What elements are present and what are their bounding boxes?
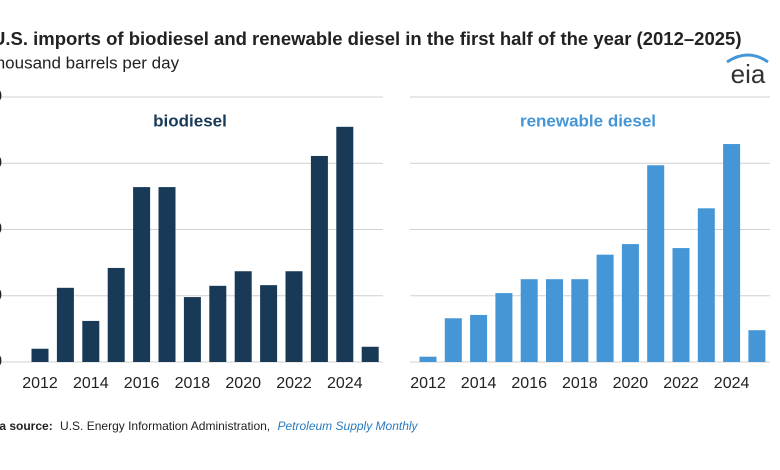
x-tick-label: 2016: [511, 375, 547, 392]
x-tick-label: 2024: [714, 375, 750, 392]
chart-subtitle: thousand barrels per day: [0, 53, 180, 72]
source: Data source: U.S. Energy Information Adm…: [0, 419, 419, 433]
source-label: Data source:: [0, 419, 53, 433]
x-tick-label: 2022: [276, 375, 312, 392]
bar: [158, 187, 176, 362]
bar: [723, 144, 741, 362]
bar: [310, 155, 328, 362]
x-tick-label: 2012: [410, 375, 446, 392]
x-tick-label: 2020: [225, 375, 261, 392]
panel-label: renewable diesel: [520, 111, 656, 130]
panel-label: biodiesel: [153, 111, 227, 130]
bar: [546, 279, 563, 362]
bar: [361, 346, 379, 362]
bar: [470, 314, 488, 362]
bar: [107, 267, 125, 362]
bar: [285, 271, 303, 362]
x-tick-label: 2016: [124, 375, 160, 392]
source-link[interactable]: Petroleum Supply Monthly: [277, 419, 418, 433]
logo: eia: [731, 59, 766, 89]
bar: [520, 279, 538, 362]
x-tick-label: 2020: [613, 375, 649, 392]
bar: [336, 126, 354, 362]
bar: [647, 165, 665, 362]
bar: [495, 293, 513, 362]
bar: [209, 285, 227, 362]
bar: [56, 287, 74, 362]
bar: [672, 248, 690, 362]
bar: [596, 254, 614, 362]
bar: [260, 285, 278, 362]
x-tick-label: 2022: [663, 375, 699, 392]
y-tick-label: 10: [0, 287, 2, 304]
y-tick-label: 30: [0, 154, 2, 171]
bar: [444, 318, 462, 362]
x-tick-label: 2018: [175, 375, 211, 392]
bar: [748, 330, 766, 362]
source-text: U.S. Energy Information Administration,: [60, 419, 270, 433]
bar: [82, 320, 100, 362]
bar: [697, 208, 715, 362]
bar: [571, 279, 589, 362]
logo-arc: [726, 53, 769, 64]
bar: [183, 297, 201, 362]
bar: [31, 348, 49, 362]
x-tick-label: 2024: [327, 375, 363, 392]
y-tick-label: 20: [0, 221, 2, 238]
bar: [621, 244, 639, 362]
x-tick-label: 2012: [22, 375, 58, 392]
y-tick-label: 0: [0, 353, 2, 370]
x-tick-label: 2014: [73, 375, 109, 392]
bar: [419, 356, 437, 362]
x-tick-label: 2018: [562, 375, 598, 392]
x-tick-label: 2014: [461, 375, 497, 392]
bar: [133, 187, 151, 362]
bar: [234, 271, 252, 362]
y-tick-label: 40: [0, 88, 2, 105]
chart-title: U.S. imports of biodiesel and renewable …: [0, 28, 741, 49]
